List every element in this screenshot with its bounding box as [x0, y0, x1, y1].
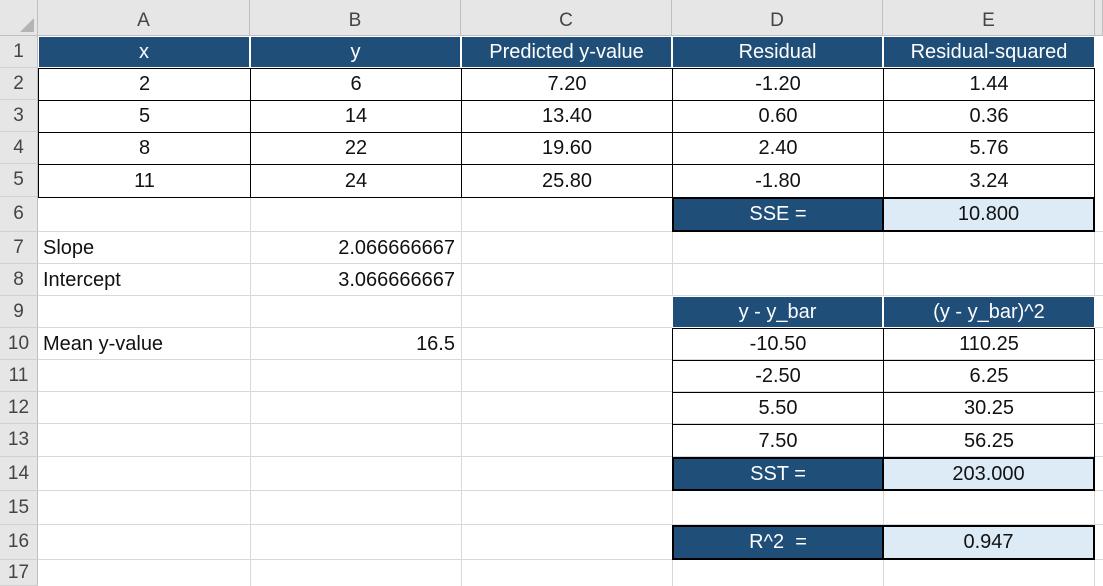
- gridline: [38, 295, 1103, 296]
- gridline: [38, 524, 1103, 525]
- table-cell[interactable]: 2: [38, 68, 251, 101]
- table-cell[interactable]: 14: [250, 100, 462, 133]
- row-header-8[interactable]: 8: [0, 264, 38, 296]
- table-cell[interactable]: 5.50: [672, 392, 884, 425]
- table-cell[interactable]: 1.44: [883, 68, 1095, 101]
- table-cell[interactable]: 2.40: [672, 132, 884, 165]
- select-all-corner[interactable]: [0, 0, 38, 36]
- row-header-2[interactable]: 2: [0, 68, 38, 100]
- mean-label-cell[interactable]: Mean y-value: [43, 332, 164, 355]
- column-header-e[interactable]: E: [883, 0, 1095, 36]
- table-cell[interactable]: 7.50: [672, 424, 884, 458]
- header-cell-residual-squared[interactable]: Residual-squared: [883, 36, 1095, 68]
- header-cell-residual[interactable]: Residual: [672, 36, 883, 68]
- table-cell[interactable]: 13.40: [461, 100, 673, 133]
- table-cell[interactable]: -10.50: [672, 328, 884, 361]
- gridline: [38, 559, 1103, 560]
- sse-value-cell[interactable]: 10.800: [883, 197, 1095, 232]
- r-squared-value-cell[interactable]: 0.947: [883, 525, 1095, 560]
- table-cell[interactable]: 24: [250, 164, 462, 198]
- header-cell-predicted[interactable]: Predicted y-value: [461, 36, 672, 68]
- sst-value-cell[interactable]: 203.000: [883, 457, 1095, 491]
- gridline: [38, 359, 1103, 360]
- gridline: [38, 391, 1103, 392]
- mean-value-cell[interactable]: 16.5: [416, 332, 455, 355]
- table-cell[interactable]: 5: [38, 100, 251, 133]
- table-cell[interactable]: 7.20: [461, 68, 673, 101]
- table-cell[interactable]: 3.24: [883, 164, 1095, 198]
- row-header-13[interactable]: 13: [0, 424, 38, 457]
- row-header-4[interactable]: 4: [0, 132, 38, 164]
- table-cell[interactable]: 56.25: [883, 424, 1095, 458]
- table-cell[interactable]: 6.25: [883, 360, 1095, 393]
- r-squared-label-cell[interactable]: R^2 =: [672, 525, 883, 560]
- header-cell-y[interactable]: y: [250, 36, 461, 68]
- table-cell[interactable]: 0.36: [883, 100, 1095, 133]
- table-cell[interactable]: 19.60: [461, 132, 673, 165]
- header-cell-y-minus-ybar-squared[interactable]: (y - y_bar)^2: [883, 296, 1095, 328]
- row-header-11[interactable]: 11: [0, 360, 38, 392]
- column-header-f[interactable]: [1095, 0, 1103, 36]
- gridline: [250, 36, 251, 586]
- sse-label-cell[interactable]: SSE =: [672, 197, 883, 232]
- column-header-d[interactable]: D: [672, 0, 883, 36]
- table-cell[interactable]: 30.25: [883, 392, 1095, 425]
- row-header-6[interactable]: 6: [0, 197, 38, 232]
- row-header-15[interactable]: 15: [0, 491, 38, 525]
- table-cell[interactable]: -1.80: [672, 164, 884, 198]
- table-cell[interactable]: 110.25: [883, 328, 1095, 361]
- table-cell[interactable]: 6: [250, 68, 462, 101]
- intercept-value-cell[interactable]: 3.066666667: [338, 268, 455, 291]
- intercept-label-cell[interactable]: Intercept: [43, 268, 121, 291]
- select-all-triangle-icon: [20, 18, 34, 32]
- table-cell[interactable]: 8: [38, 132, 251, 165]
- gridline: [461, 36, 462, 586]
- row-header-5[interactable]: 5: [0, 164, 38, 197]
- row-header-17[interactable]: 17: [0, 560, 38, 586]
- table-cell[interactable]: 11: [38, 164, 251, 198]
- table-cell[interactable]: -2.50: [672, 360, 884, 393]
- gridline: [38, 327, 1103, 328]
- table-cell[interactable]: 5.76: [883, 132, 1095, 165]
- row-header-16[interactable]: 16: [0, 525, 38, 560]
- slope-label-cell[interactable]: Slope: [43, 236, 95, 259]
- row-header-10[interactable]: 10: [0, 328, 38, 360]
- row-header-9[interactable]: 9: [0, 296, 38, 328]
- header-cell-x[interactable]: x: [38, 36, 250, 68]
- table-cell[interactable]: 25.80: [461, 164, 673, 198]
- column-header-c[interactable]: C: [461, 0, 672, 36]
- header-cell-y-minus-ybar[interactable]: y - y_bar: [672, 296, 883, 328]
- sst-label-cell[interactable]: SST =: [672, 457, 883, 491]
- column-header-b[interactable]: B: [250, 0, 461, 36]
- row-header-12[interactable]: 12: [0, 392, 38, 424]
- table-cell[interactable]: 0.60: [672, 100, 884, 133]
- table-cell[interactable]: -1.20: [672, 68, 884, 101]
- gridline: [38, 263, 1103, 264]
- table-cell[interactable]: 22: [250, 132, 462, 165]
- gridline: [38, 423, 1103, 424]
- row-header-14[interactable]: 14: [0, 457, 38, 491]
- column-header-a[interactable]: A: [38, 0, 250, 36]
- row-header-1[interactable]: 1: [0, 36, 38, 68]
- gridline: [38, 231, 1103, 232]
- slope-value-cell[interactable]: 2.066666667: [338, 236, 455, 259]
- row-header-7[interactable]: 7: [0, 232, 38, 264]
- gridline: [38, 456, 1103, 457]
- gridline: [38, 490, 1103, 491]
- row-header-3[interactable]: 3: [0, 100, 38, 132]
